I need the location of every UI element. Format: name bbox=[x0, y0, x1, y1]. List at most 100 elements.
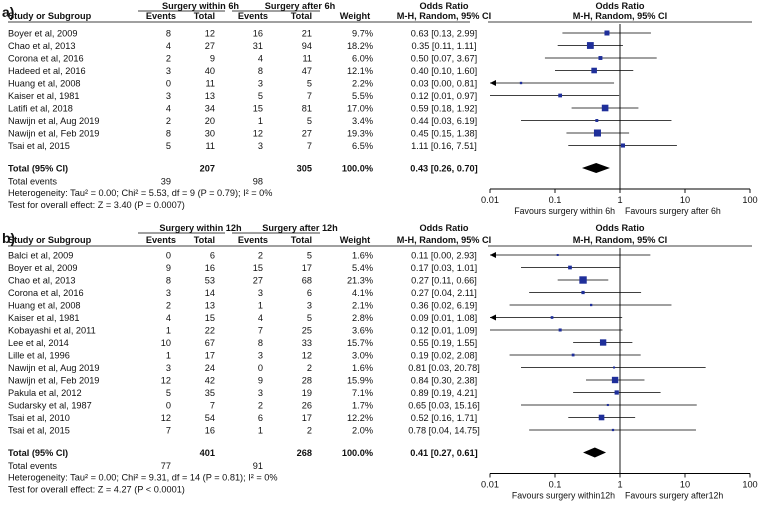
point-estimate-square bbox=[571, 353, 575, 357]
weight-value: 15.9% bbox=[347, 376, 373, 386]
x-tick-label: 0.1 bbox=[549, 195, 562, 205]
total-events2: 91 bbox=[253, 461, 263, 471]
weight-value: 21.3% bbox=[347, 276, 373, 286]
total2-value: 47 bbox=[302, 66, 312, 76]
total-weight: 100.0% bbox=[342, 448, 373, 458]
weight-value: 9.7% bbox=[352, 29, 373, 39]
weight-value: 12.1% bbox=[347, 66, 373, 76]
total-events-label: Total events bbox=[8, 461, 57, 471]
plot-title-header: Odds Ratio bbox=[595, 1, 644, 11]
study-row: Boyer et al, 2009 9 16 15 17 5.4% 0.17 [0.03, … bbox=[8, 263, 621, 273]
plot-title-header: Odds Ratio bbox=[595, 223, 644, 233]
total1-value: 24 bbox=[205, 363, 215, 373]
point-estimate-square bbox=[593, 129, 601, 137]
or-ci-text: 0.52 [0.16, 1.71] bbox=[411, 413, 477, 423]
weight-value: 4.1% bbox=[352, 288, 373, 298]
events1-value: 8 bbox=[166, 29, 171, 39]
events2-value: 3 bbox=[258, 388, 263, 398]
total2-value: 26 bbox=[302, 401, 312, 411]
point-estimate-square bbox=[558, 93, 563, 98]
total1-value: 13 bbox=[205, 301, 215, 311]
or-method-header: M-H, Random, 95% CI bbox=[397, 235, 491, 245]
weight-value: 3.4% bbox=[352, 116, 373, 126]
or-ci-text: 0.55 [0.19, 1.55] bbox=[411, 338, 477, 348]
total-row: Total (95% CI) 401 268 100.0% 0.41 [0.27, 0.… bbox=[8, 447, 607, 458]
study-name: Chao et al, 2013 bbox=[8, 276, 75, 286]
weight-value: 2.8% bbox=[352, 313, 373, 323]
point-estimate-square bbox=[614, 390, 619, 395]
events1-value: 4 bbox=[166, 313, 171, 323]
events2-value: 3 bbox=[258, 351, 263, 361]
study-row: Boyer et al, 2009 8 12 16 21 9.7% 0.63 [0.13, … bbox=[8, 29, 651, 39]
point-estimate-square bbox=[558, 328, 562, 332]
ci-arrow-left bbox=[490, 314, 496, 321]
group2-header: Surgery after 12h bbox=[262, 223, 338, 233]
point-estimate-square bbox=[601, 104, 609, 112]
weight-value: 1.6% bbox=[352, 363, 373, 373]
weight-value: 3.0% bbox=[352, 351, 373, 361]
or-ci-text: 0.81 [0.03, 20.78] bbox=[408, 363, 480, 373]
total1-value: 14 bbox=[205, 288, 215, 298]
point-estimate-square bbox=[611, 376, 619, 384]
events2-value: 4 bbox=[258, 313, 263, 323]
weight-value: 12.2% bbox=[347, 413, 373, 423]
events2-value: 3 bbox=[258, 79, 263, 89]
overall-effect-text: Test for overall effect: Z = 3.40 (P = 0… bbox=[8, 200, 185, 210]
total2-value: 5 bbox=[307, 313, 312, 323]
total2-value: 5 bbox=[307, 116, 312, 126]
study-row: Sudarsky et al, 1987 0 7 2 26 1.7% 0.65 [0.03,… bbox=[8, 401, 697, 411]
total-events2: 98 bbox=[253, 177, 263, 187]
events2-header: Events bbox=[238, 235, 268, 245]
plot-method-header: M-H, Random, 95% CI bbox=[573, 235, 667, 245]
or-ci-text: 0.27 [0.11, 0.66] bbox=[411, 276, 477, 286]
study-name: Huang et al, 2008 bbox=[8, 301, 81, 311]
total1-value: 12 bbox=[205, 29, 215, 39]
weight-value: 19.3% bbox=[347, 129, 373, 139]
study-name: Kaiser et al, 1981 bbox=[8, 91, 80, 101]
study-name: Corona et al, 2016 bbox=[8, 288, 84, 298]
point-estimate-square bbox=[579, 276, 587, 284]
study-row: Nawijn et al, Aug 2019 3 24 0 2 1.6% 0.81 [0.0… bbox=[8, 363, 706, 373]
events1-value: 4 bbox=[166, 41, 171, 51]
weight-value: 1.6% bbox=[352, 251, 373, 261]
events1-value: 0 bbox=[166, 401, 171, 411]
pooled-estimate-diamond bbox=[583, 447, 607, 458]
total-events-label: Total events bbox=[8, 177, 57, 187]
events2-value: 1 bbox=[258, 116, 263, 126]
events1-value: 4 bbox=[166, 104, 171, 114]
study-row: Kobayashi et al, 2011 1 22 7 25 3.6% 0.12 [0.0… bbox=[8, 326, 623, 336]
total1-value: 22 bbox=[205, 326, 215, 336]
point-estimate-square bbox=[556, 253, 559, 257]
group1-header: Surgery within 6h bbox=[162, 1, 239, 11]
or-ci-text: 1.11 [0.16, 7.51] bbox=[411, 141, 477, 151]
weight-value: 2.1% bbox=[352, 301, 373, 311]
total1-value: 30 bbox=[205, 129, 215, 139]
study-row: Huang et al, 2008 2 13 1 3 2.1% 0.36 [0.02, 6.… bbox=[8, 301, 672, 311]
total1-header: Total bbox=[194, 235, 215, 245]
events2-value: 2 bbox=[258, 251, 263, 261]
total1-value: 67 bbox=[205, 338, 215, 348]
total2-sum: 268 bbox=[297, 448, 312, 458]
study-name: Balci et al, 2009 bbox=[8, 251, 73, 261]
or-ci-text: 0.11 [0.00, 2.93] bbox=[411, 251, 477, 261]
study-name: Huang et al, 2008 bbox=[8, 79, 81, 89]
or-ci-text: 0.36 [0.02, 6.19] bbox=[411, 301, 477, 311]
study-name: Tsai et al, 2015 bbox=[8, 426, 70, 436]
events1-value: 1 bbox=[166, 351, 171, 361]
pooled-estimate-diamond bbox=[581, 163, 610, 173]
total1-value: 17 bbox=[205, 351, 215, 361]
point-estimate-square bbox=[606, 403, 609, 407]
study-row: Chao et al, 2013 8 53 27 68 21.3% 0.27 [0.11, … bbox=[8, 276, 609, 286]
study-row: Hadeed et al, 2016 3 40 8 47 12.1% 0.40 [0.10,… bbox=[8, 66, 634, 76]
total2-value: 28 bbox=[302, 376, 312, 386]
study-name: Latifi et al, 2018 bbox=[8, 104, 73, 114]
events2-value: 5 bbox=[258, 91, 263, 101]
weight-value: 2.0% bbox=[352, 426, 373, 436]
total1-value: 20 bbox=[205, 116, 215, 126]
study-name: Kobayashi et al, 2011 bbox=[8, 326, 96, 336]
heterogeneity-text: Heterogeneity: Tau² = 0.00; Chi² = 5.53,… bbox=[8, 188, 272, 198]
study-row: Tsai et al, 2015 7 16 1 2 2.0% 0.78 [0.04, 14.… bbox=[8, 426, 696, 436]
point-estimate-square bbox=[586, 42, 594, 49]
events1-value: 0 bbox=[166, 251, 171, 261]
total1-value: 54 bbox=[205, 413, 215, 423]
